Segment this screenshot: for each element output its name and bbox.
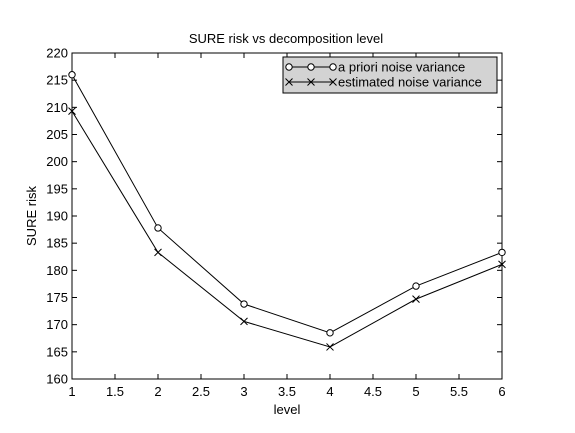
axis-ticks: 1601651701751801851901952002052102152201… (46, 46, 505, 400)
x-tick-label: 5.5 (450, 384, 468, 399)
data-point-estimated (326, 343, 334, 351)
chart-title: SURE risk vs decomposition level (189, 31, 383, 46)
legend-marker-a-priori (285, 63, 293, 71)
series-line-estimated (71, 110, 503, 348)
plot-area (71, 52, 503, 380)
y-tick-label: 200 (46, 154, 68, 169)
legend-label-estimated: estimated noise variance (338, 75, 482, 90)
data-point-estimated (154, 248, 162, 257)
legend-marker-estimated (307, 78, 315, 86)
y-tick-label: 190 (46, 209, 68, 224)
data-point-a-priori (326, 329, 334, 337)
y-tick-label: 205 (46, 127, 68, 142)
legend-marker-estimated (329, 78, 337, 86)
y-tick-label: 175 (46, 290, 68, 305)
data-point-a-priori (154, 224, 162, 232)
y-tick-label: 160 (46, 372, 68, 387)
y-tick-label: 210 (46, 100, 68, 115)
x-tick-label: 4.5 (364, 384, 382, 399)
y-tick-label: 220 (46, 46, 68, 61)
data-point-a-priori (498, 248, 506, 257)
x-tick-label: 3.5 (278, 384, 296, 399)
y-tick-label: 185 (46, 236, 68, 251)
data-point-estimated (412, 295, 420, 303)
data-point-a-priori (240, 300, 248, 308)
y-tick-label: 195 (46, 181, 68, 196)
legend-marker-estimated (285, 78, 293, 86)
x-tick-label: 5 (412, 384, 419, 399)
y-tick-label: 165 (46, 344, 68, 359)
x-tick-label: 3 (240, 384, 247, 399)
x-tick-label: 1.5 (106, 384, 124, 399)
legend-box (282, 56, 498, 94)
series-layer (68, 71, 506, 351)
series-line-a-priori (71, 74, 503, 334)
data-point-estimated (68, 107, 76, 115)
data-point-a-priori (412, 282, 420, 290)
y-tick-label: 170 (46, 317, 68, 332)
data-point-estimated (240, 317, 248, 326)
x-tick-label: 6 (498, 384, 505, 399)
data-point-estimated (498, 260, 506, 269)
x-tick-label: 4 (326, 384, 333, 399)
x-tick-label: 2 (154, 384, 161, 399)
y-tick-label: 180 (46, 263, 68, 278)
x-tick-label: 1 (68, 384, 75, 399)
y-axis-label: SURE risk (24, 186, 39, 246)
legend: a priori noise variance estimated noise … (282, 56, 498, 94)
legend-label-a-priori: a priori noise variance (338, 60, 465, 75)
x-tick-label: 2.5 (192, 384, 210, 399)
x-axis-label: level (274, 402, 301, 417)
y-tick-label: 215 (46, 73, 68, 88)
data-point-a-priori (68, 71, 76, 79)
legend-marker-a-priori (329, 63, 337, 71)
legend-marker-a-priori (307, 63, 315, 71)
